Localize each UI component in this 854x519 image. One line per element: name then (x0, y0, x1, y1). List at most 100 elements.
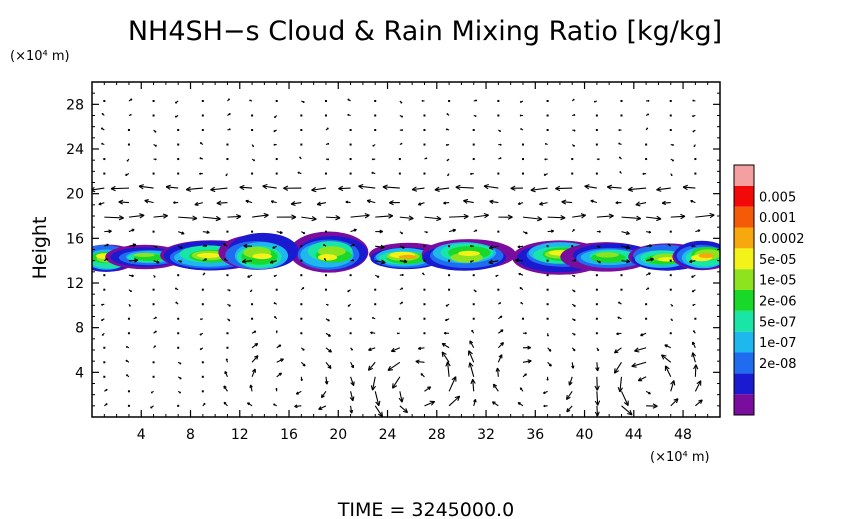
wind-vector-head (228, 289, 231, 292)
wind-vector-dot (694, 158, 697, 161)
wind-vector (615, 201, 622, 205)
wind-vector-head (273, 130, 276, 133)
wind-vector (104, 229, 112, 234)
wind-vector-head (326, 127, 329, 130)
wind-vector-dot (275, 172, 278, 175)
wind-vector-head (379, 229, 384, 234)
wind-vector-head (101, 333, 104, 336)
wind-vector-head (613, 368, 620, 374)
wind-vector (522, 332, 527, 335)
wind-vector-head (347, 290, 350, 293)
wind-vector-head (606, 184, 613, 190)
wind-vector-head (249, 99, 251, 102)
x-tick-label: 44 (625, 427, 643, 443)
wind-vector-head (389, 200, 394, 206)
wind-vector-dot (201, 129, 204, 132)
wind-vector-dot (275, 288, 278, 291)
wind-vector (664, 344, 671, 349)
wind-vector-head (648, 230, 652, 234)
wind-vector (128, 98, 133, 102)
wind-vector-shaft (415, 360, 425, 363)
wind-vector-head (627, 186, 634, 192)
wind-vector-dot (398, 172, 401, 175)
wind-vector-dot (226, 274, 229, 277)
wind-vector-head (262, 183, 268, 190)
wind-vector (530, 187, 548, 193)
wind-vector-shaft (656, 187, 671, 191)
wind-vector (153, 330, 157, 334)
wind-vector (445, 303, 450, 307)
wind-vector (468, 362, 475, 377)
wind-vector-dot (177, 346, 180, 349)
wind-vector (165, 184, 179, 190)
wind-vector (399, 100, 403, 104)
wind-vector-head (349, 396, 355, 402)
wind-vector-dot (300, 245, 303, 248)
wind-vector (446, 113, 450, 116)
wind-vector-head (347, 113, 350, 117)
wind-vector-dot (152, 172, 155, 175)
wind-vector-dot (300, 114, 303, 117)
wind-vector-head (228, 304, 231, 307)
wind-vector-head (154, 130, 157, 133)
wind-vector (246, 402, 253, 407)
wind-vector-head (223, 401, 227, 405)
wind-vector-shaft (424, 216, 442, 220)
wind-vector (300, 347, 305, 351)
wind-vector (398, 391, 404, 403)
wind-vector (692, 330, 696, 334)
colorbar-swatch (734, 185, 754, 207)
wind-vector-shaft (128, 214, 145, 218)
wind-vector (483, 183, 499, 190)
wind-vector (301, 100, 305, 103)
wind-vector-dot (201, 288, 204, 291)
wind-vector-dot (177, 172, 180, 175)
wind-vector-shaft (350, 376, 355, 386)
wind-vector-shaft (318, 405, 327, 410)
wind-vector-head (254, 355, 259, 360)
wind-vector-head (106, 243, 109, 247)
wind-vector (323, 258, 327, 261)
wind-vector (374, 274, 380, 278)
wind-vector-head (400, 301, 404, 304)
wind-vector-head (517, 401, 521, 406)
wind-vector-shaft (530, 187, 548, 191)
wind-vector-head (150, 406, 153, 409)
wind-vector-head (199, 333, 202, 336)
wind-vector-dot (300, 332, 303, 335)
wind-vector (670, 318, 674, 322)
colorbar-swatch (734, 373, 754, 395)
wind-vector (617, 376, 623, 393)
wind-vector-head (519, 100, 522, 103)
wind-vector-head (499, 130, 502, 133)
wind-vector (251, 342, 259, 349)
wind-vector (199, 332, 204, 336)
wind-vector-head (574, 259, 577, 262)
colorbar: 0.005 0.001 0.0002 5e-05 1e-05 2e-06 5e-07 1e-0… (733, 164, 805, 416)
wind-vector-head (400, 142, 403, 145)
wind-vector-head (347, 98, 350, 101)
wind-vector (300, 361, 306, 367)
wind-vector (371, 316, 376, 320)
wind-vector-head (452, 228, 457, 233)
wind-vector-head (401, 287, 404, 290)
wind-vector-head (518, 272, 521, 276)
wind-vector-head (105, 257, 108, 261)
wind-vector (153, 158, 157, 161)
wind-vector-dot (448, 274, 451, 277)
wind-vector-dot (349, 332, 352, 335)
wind-vector-head (316, 201, 322, 206)
wind-vector (618, 156, 622, 160)
wind-vector-shaft (547, 216, 566, 219)
wind-vector-head (173, 201, 176, 205)
wind-vector-head (573, 304, 576, 307)
wind-vector-head (561, 199, 567, 205)
wind-vector-shaft (375, 245, 385, 248)
wind-vector-head (278, 372, 283, 376)
wind-vector (227, 98, 231, 102)
wind-vector-dot (546, 114, 549, 117)
wind-vector-dot (521, 317, 524, 320)
cloud-band (218, 231, 369, 273)
wind-vector (519, 114, 523, 117)
wind-vector-shaft (621, 260, 630, 263)
